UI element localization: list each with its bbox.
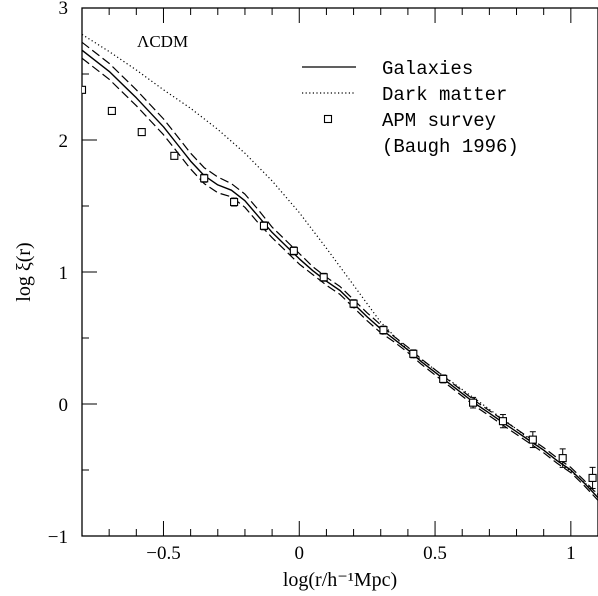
apm-data-point — [379, 326, 388, 335]
apm-data-point — [558, 454, 567, 463]
legend-apm-label: APM survey — [382, 110, 496, 132]
lcdm-annotation: ΛCDM — [137, 32, 188, 51]
y-axis-label: log ξ(r) — [13, 242, 35, 301]
apm-data-point — [349, 299, 358, 308]
apm-data-point — [528, 435, 537, 444]
apm-data-point — [498, 417, 507, 426]
axis-ticks — [81, 7, 598, 537]
legend-apm-reference: (Baugh 1996) — [382, 136, 519, 158]
legend-apm-marker — [323, 114, 333, 124]
apm-data-point — [469, 398, 478, 407]
y-tick-label: 0 — [59, 395, 69, 416]
galaxies-error-band-line — [82, 41, 598, 496]
y-tick-label: 1 — [59, 263, 69, 284]
legend: Galaxies Dark matter APM survey (Baugh 1… — [302, 58, 519, 158]
legend-dark-matter-label: Dark matter — [382, 84, 507, 106]
y-tick-label: 2 — [59, 131, 69, 152]
axis-tick-labels: −0.5 0 0.5 1 −1 0 1 2 3 — [48, 0, 576, 564]
x-tick-label: 0 — [295, 543, 305, 564]
apm-data-point — [319, 273, 328, 282]
y-tick-label: −1 — [48, 527, 68, 548]
x-tick-label: 0.5 — [423, 543, 447, 564]
apm-data-point — [170, 151, 179, 160]
apm-data-point — [107, 106, 116, 116]
apm-data-point — [588, 473, 597, 482]
legend-galaxies-label: Galaxies — [382, 58, 473, 80]
apm-data-point — [137, 128, 146, 137]
apm-data-point — [439, 374, 448, 383]
apm-data-point — [200, 174, 209, 183]
x-axis-label: log(r/h⁻¹Mpc) — [283, 569, 397, 591]
x-tick-label: −0.5 — [146, 543, 180, 564]
apm-data-point — [409, 349, 418, 358]
x-tick-label: 1 — [566, 543, 576, 564]
apm-data-point — [82, 85, 87, 94]
dark-matter-line — [82, 33, 598, 495]
galaxies-line — [82, 49, 598, 499]
apm-data-point — [259, 221, 269, 230]
apm-data-point — [230, 197, 239, 207]
series-layer — [82, 33, 598, 501]
apm-data-point — [289, 246, 298, 255]
y-tick-label: 3 — [59, 0, 69, 19]
plot-frame — [81, 7, 598, 537]
